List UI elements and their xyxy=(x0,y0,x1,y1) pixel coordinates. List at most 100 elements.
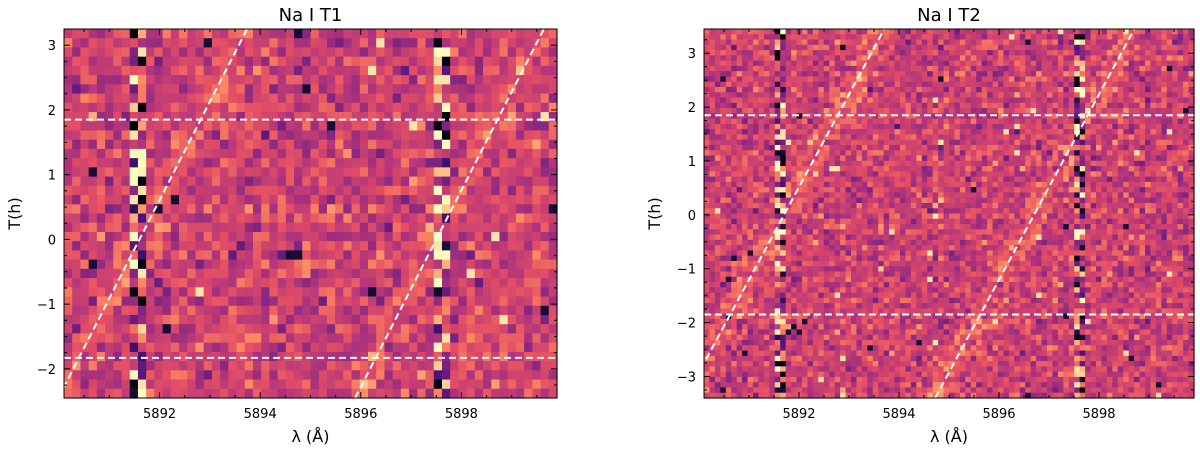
heatmap-cell xyxy=(343,204,353,215)
heatmap-cell xyxy=(80,351,90,362)
heatmap-cell xyxy=(932,155,939,162)
heatmap-cell xyxy=(277,38,287,49)
heatmap-cell xyxy=(976,92,983,99)
heatmap-cell xyxy=(1128,71,1135,78)
heatmap-cell xyxy=(791,65,798,72)
heatmap-cell xyxy=(425,379,435,390)
heatmap-cell xyxy=(211,167,221,178)
heatmap-cell xyxy=(187,342,197,353)
heatmap-cell xyxy=(129,56,139,67)
heatmap-cell xyxy=(943,81,950,88)
heatmap-cell xyxy=(753,113,760,120)
heatmap-cell xyxy=(987,65,994,72)
heatmap-cell xyxy=(392,259,402,270)
heatmap-cell xyxy=(318,361,328,371)
heatmap-cell xyxy=(96,370,106,381)
heatmap-cell xyxy=(285,185,295,196)
heatmap-cell xyxy=(392,176,402,187)
heatmap-cell xyxy=(441,287,451,298)
heatmap-cell xyxy=(392,56,402,67)
heatmap-cell xyxy=(1036,34,1043,41)
heatmap-cell xyxy=(425,259,435,270)
heatmap-cell xyxy=(1112,129,1119,136)
heatmap-cell xyxy=(211,314,221,325)
heatmap-cell xyxy=(981,139,988,146)
heatmap-cell xyxy=(1052,92,1059,99)
heatmap-cell xyxy=(981,65,988,72)
heatmap-cell xyxy=(1123,39,1130,46)
heatmap-cell xyxy=(113,158,123,168)
heatmap-cell xyxy=(894,144,901,151)
heatmap-cell xyxy=(1128,102,1135,109)
heatmap-cell xyxy=(1052,129,1059,136)
heatmap-cell xyxy=(1183,118,1190,125)
heatmap-cell xyxy=(96,195,106,205)
heatmap-cell xyxy=(252,231,262,242)
heatmap-cell xyxy=(1128,108,1135,114)
heatmap-cell xyxy=(96,47,106,58)
heatmap-cell xyxy=(1068,144,1075,151)
heatmap-cell xyxy=(1052,76,1059,83)
heatmap-cell xyxy=(758,39,765,46)
heatmap-cell xyxy=(949,65,956,72)
heatmap-cell xyxy=(774,108,781,114)
heatmap-cell xyxy=(714,97,721,104)
heatmap-cell xyxy=(872,102,879,109)
heatmap-cell xyxy=(318,176,328,187)
heatmap-cell xyxy=(1041,166,1048,172)
heatmap-cell xyxy=(774,97,781,104)
heatmap-cell xyxy=(840,60,847,67)
heatmap-cell xyxy=(910,160,917,167)
heatmap-cell xyxy=(507,185,517,196)
heatmap-cell xyxy=(954,144,961,151)
heatmap-cell xyxy=(981,39,988,46)
heatmap-cell xyxy=(1188,113,1195,120)
heatmap-cell xyxy=(704,39,711,46)
heatmap-cell xyxy=(121,84,131,95)
heatmap-cell xyxy=(1057,123,1064,130)
heatmap-cell xyxy=(450,112,459,122)
heatmap-cell xyxy=(261,167,271,178)
heatmap-cell xyxy=(949,71,956,78)
heatmap-cell xyxy=(343,185,353,196)
heatmap-cell xyxy=(1008,134,1015,141)
heatmap-cell xyxy=(840,129,847,136)
heatmap-cell xyxy=(359,370,369,381)
heatmap-cell xyxy=(179,195,188,205)
heatmap-cell xyxy=(861,81,868,88)
heatmap-cell xyxy=(277,195,287,205)
heatmap-cell xyxy=(105,213,114,224)
heatmap-cell xyxy=(872,97,879,104)
heatmap-cell xyxy=(1036,118,1043,125)
heatmap-cell xyxy=(845,65,852,72)
heatmap-cell xyxy=(704,129,711,136)
heatmap-cell xyxy=(244,195,254,205)
heatmap-cell xyxy=(154,29,164,39)
heatmap-cell xyxy=(269,268,279,279)
heatmap-cell xyxy=(326,112,336,122)
heatmap-cell xyxy=(244,241,254,251)
heatmap-cell xyxy=(883,29,890,35)
heatmap-cell xyxy=(113,148,123,159)
heatmap-cell xyxy=(351,342,361,353)
heatmap-cell xyxy=(1101,123,1108,130)
heatmap-cell xyxy=(294,342,303,353)
heatmap-cell xyxy=(252,379,262,390)
heatmap-cell xyxy=(113,296,123,307)
heatmap-cell xyxy=(203,241,213,251)
heatmap-cell xyxy=(867,34,874,41)
heatmap-cell xyxy=(1008,113,1015,120)
heatmap-cell xyxy=(376,102,386,113)
heatmap-cell xyxy=(220,324,229,335)
heatmap-cell xyxy=(228,314,238,325)
heatmap-cell xyxy=(72,47,82,58)
heatmap-cell xyxy=(845,76,852,83)
heatmap-cell xyxy=(758,123,765,130)
heatmap-cell xyxy=(753,118,760,125)
heatmap-cell xyxy=(704,123,711,130)
heatmap-cell xyxy=(916,44,923,51)
heatmap-cell xyxy=(417,38,427,49)
heatmap-cell xyxy=(1003,123,1010,130)
heatmap-cell xyxy=(959,44,966,51)
heatmap-cell xyxy=(252,213,262,224)
